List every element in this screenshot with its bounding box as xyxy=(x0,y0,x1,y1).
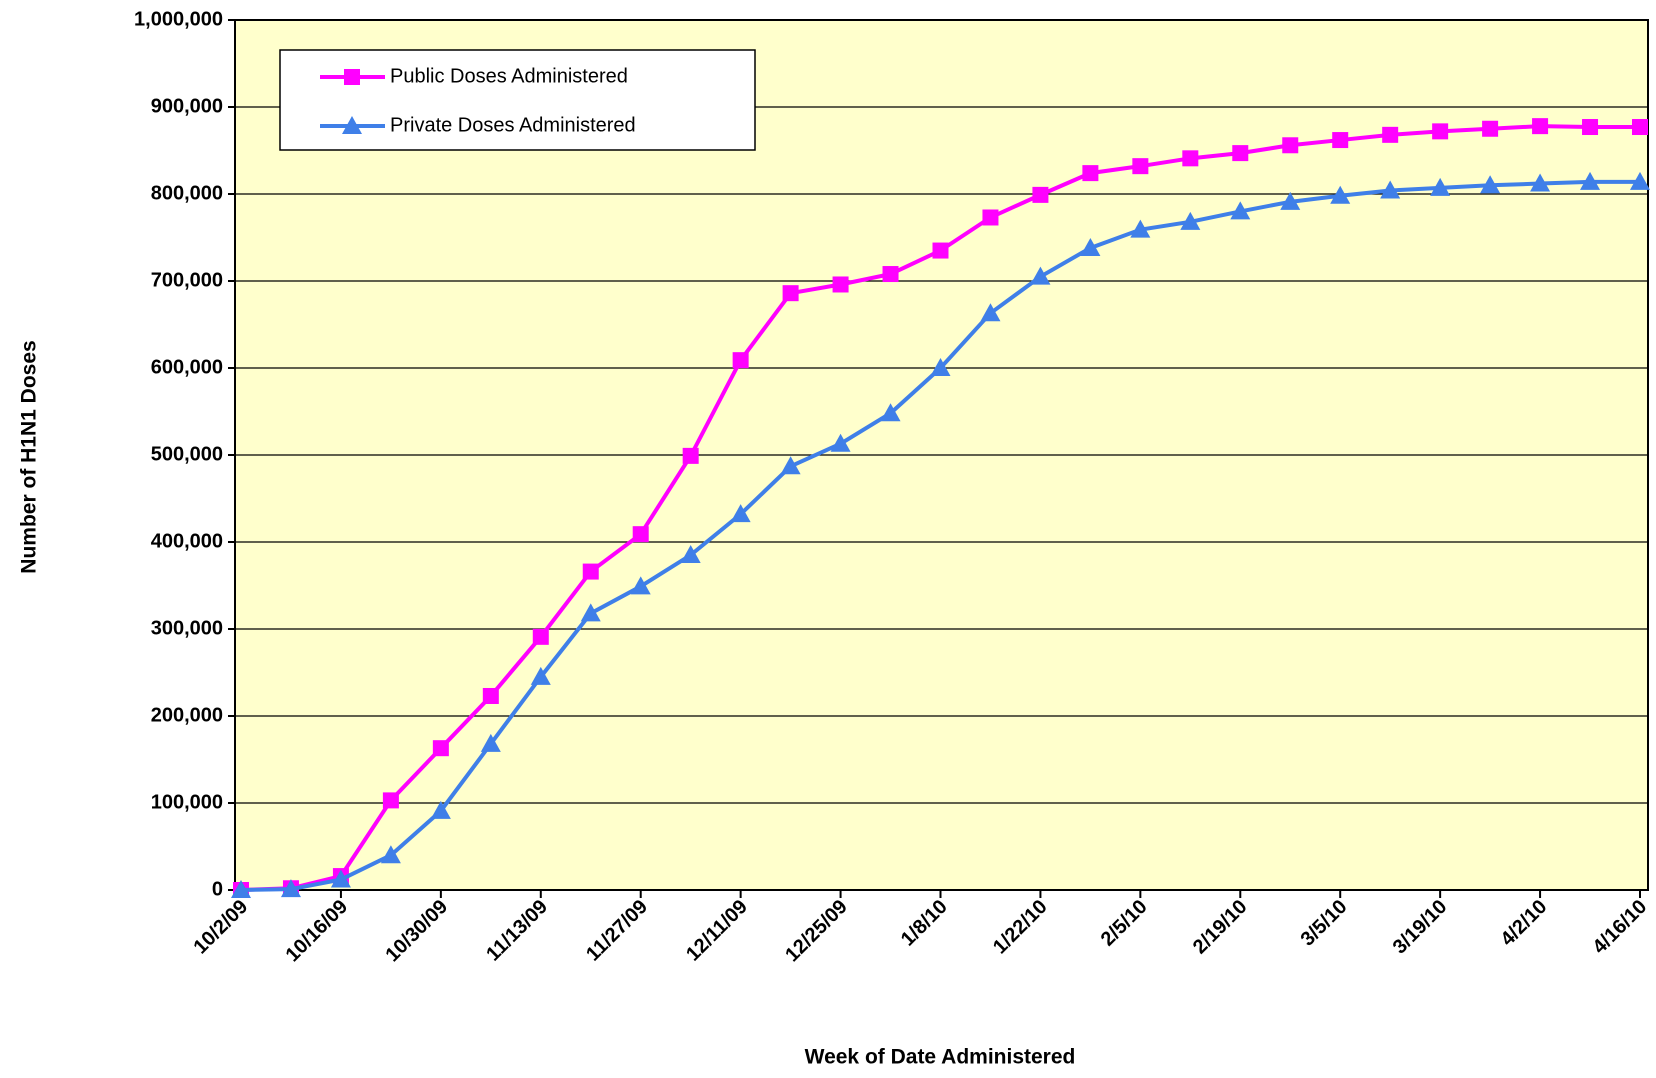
x-tick-label: 1/22/10 xyxy=(989,896,1052,959)
x-tick-label: 10/30/09 xyxy=(382,896,453,967)
marker xyxy=(1082,165,1099,182)
marker xyxy=(1282,137,1299,154)
marker xyxy=(932,242,949,259)
marker xyxy=(430,800,451,819)
marker xyxy=(630,576,651,595)
marker xyxy=(1630,171,1650,190)
marker xyxy=(882,266,899,283)
y-tick-label: 500,000 xyxy=(151,443,223,465)
x-axis-label: Week of Date Administered xyxy=(805,1046,1076,1069)
marker xyxy=(680,545,701,564)
y-tick-label: 900,000 xyxy=(151,95,223,117)
marker xyxy=(580,603,601,622)
marker xyxy=(782,285,799,302)
y-tick-label: 600,000 xyxy=(151,356,223,378)
marker xyxy=(1530,173,1551,192)
x-tick-label: 4/16/10 xyxy=(1589,896,1652,959)
marker xyxy=(832,276,849,293)
y-tick-label: 700,000 xyxy=(151,269,223,291)
x-tick-label: 2/5/10 xyxy=(1097,896,1152,951)
marker xyxy=(1482,120,1499,137)
marker xyxy=(1432,123,1449,140)
x-tick-label: 10/2/09 xyxy=(190,896,253,959)
marker xyxy=(582,563,599,580)
marker xyxy=(1532,118,1549,135)
marker xyxy=(730,504,751,523)
marker xyxy=(280,879,301,898)
x-tick-label: 10/16/09 xyxy=(282,896,353,967)
marker xyxy=(432,740,449,757)
x-tick-label: 3/19/10 xyxy=(1389,896,1452,959)
x-tick-label: 12/11/09 xyxy=(682,896,752,966)
marker xyxy=(382,792,399,809)
marker xyxy=(344,69,360,85)
marker xyxy=(1080,237,1101,256)
marker xyxy=(1430,177,1451,196)
marker xyxy=(231,880,251,898)
x-tick-label: 4/2/10 xyxy=(1496,896,1551,951)
marker xyxy=(930,358,951,376)
marker xyxy=(532,628,549,645)
marker xyxy=(1130,219,1151,238)
x-tick-label: 11/27/09 xyxy=(582,896,652,966)
marker xyxy=(732,352,749,369)
marker xyxy=(1632,119,1648,136)
x-tick-label: 12/25/09 xyxy=(781,896,852,967)
marker xyxy=(1132,158,1149,175)
marker xyxy=(682,447,699,464)
marker xyxy=(480,733,501,752)
marker xyxy=(1582,119,1599,136)
marker xyxy=(880,403,901,422)
legend-label: Public Doses Administered xyxy=(390,65,628,87)
marker xyxy=(780,456,801,475)
y-tick-label: 0 xyxy=(212,878,223,900)
y-tick-label: 200,000 xyxy=(151,704,223,726)
marker xyxy=(380,845,401,864)
y-tick-label: 300,000 xyxy=(151,617,223,639)
marker xyxy=(330,869,351,888)
marker xyxy=(1232,145,1249,162)
x-tick-label: 2/19/10 xyxy=(1189,896,1252,959)
x-tick-label: 11/13/09 xyxy=(482,896,552,966)
marker xyxy=(1380,180,1401,199)
marker xyxy=(830,433,851,452)
legend-label: Private Doses Administered xyxy=(390,114,636,136)
marker xyxy=(1280,191,1301,210)
marker xyxy=(1332,132,1349,149)
marker xyxy=(342,116,362,134)
marker xyxy=(482,687,499,704)
y-axis-label: Number of H1N1 Doses xyxy=(18,340,41,573)
marker xyxy=(1330,185,1351,204)
y-tick-label: 800,000 xyxy=(151,182,223,204)
marker xyxy=(1180,211,1201,230)
marker xyxy=(530,666,551,685)
marker xyxy=(1230,201,1251,220)
x-tick-label: 3/5/10 xyxy=(1297,896,1352,951)
y-tick-label: 400,000 xyxy=(151,530,223,552)
marker xyxy=(1030,266,1051,285)
y-tick-label: 100,000 xyxy=(151,791,223,813)
marker xyxy=(1032,186,1049,203)
marker xyxy=(1182,150,1199,167)
marker xyxy=(1580,171,1601,190)
marker xyxy=(1382,126,1399,143)
marker xyxy=(980,303,1001,322)
marker xyxy=(982,209,999,226)
marker xyxy=(632,526,649,543)
marker xyxy=(1480,175,1501,194)
y-tick-label: 1,000,000 xyxy=(134,8,223,30)
x-tick-label: 1/8/10 xyxy=(897,896,952,951)
